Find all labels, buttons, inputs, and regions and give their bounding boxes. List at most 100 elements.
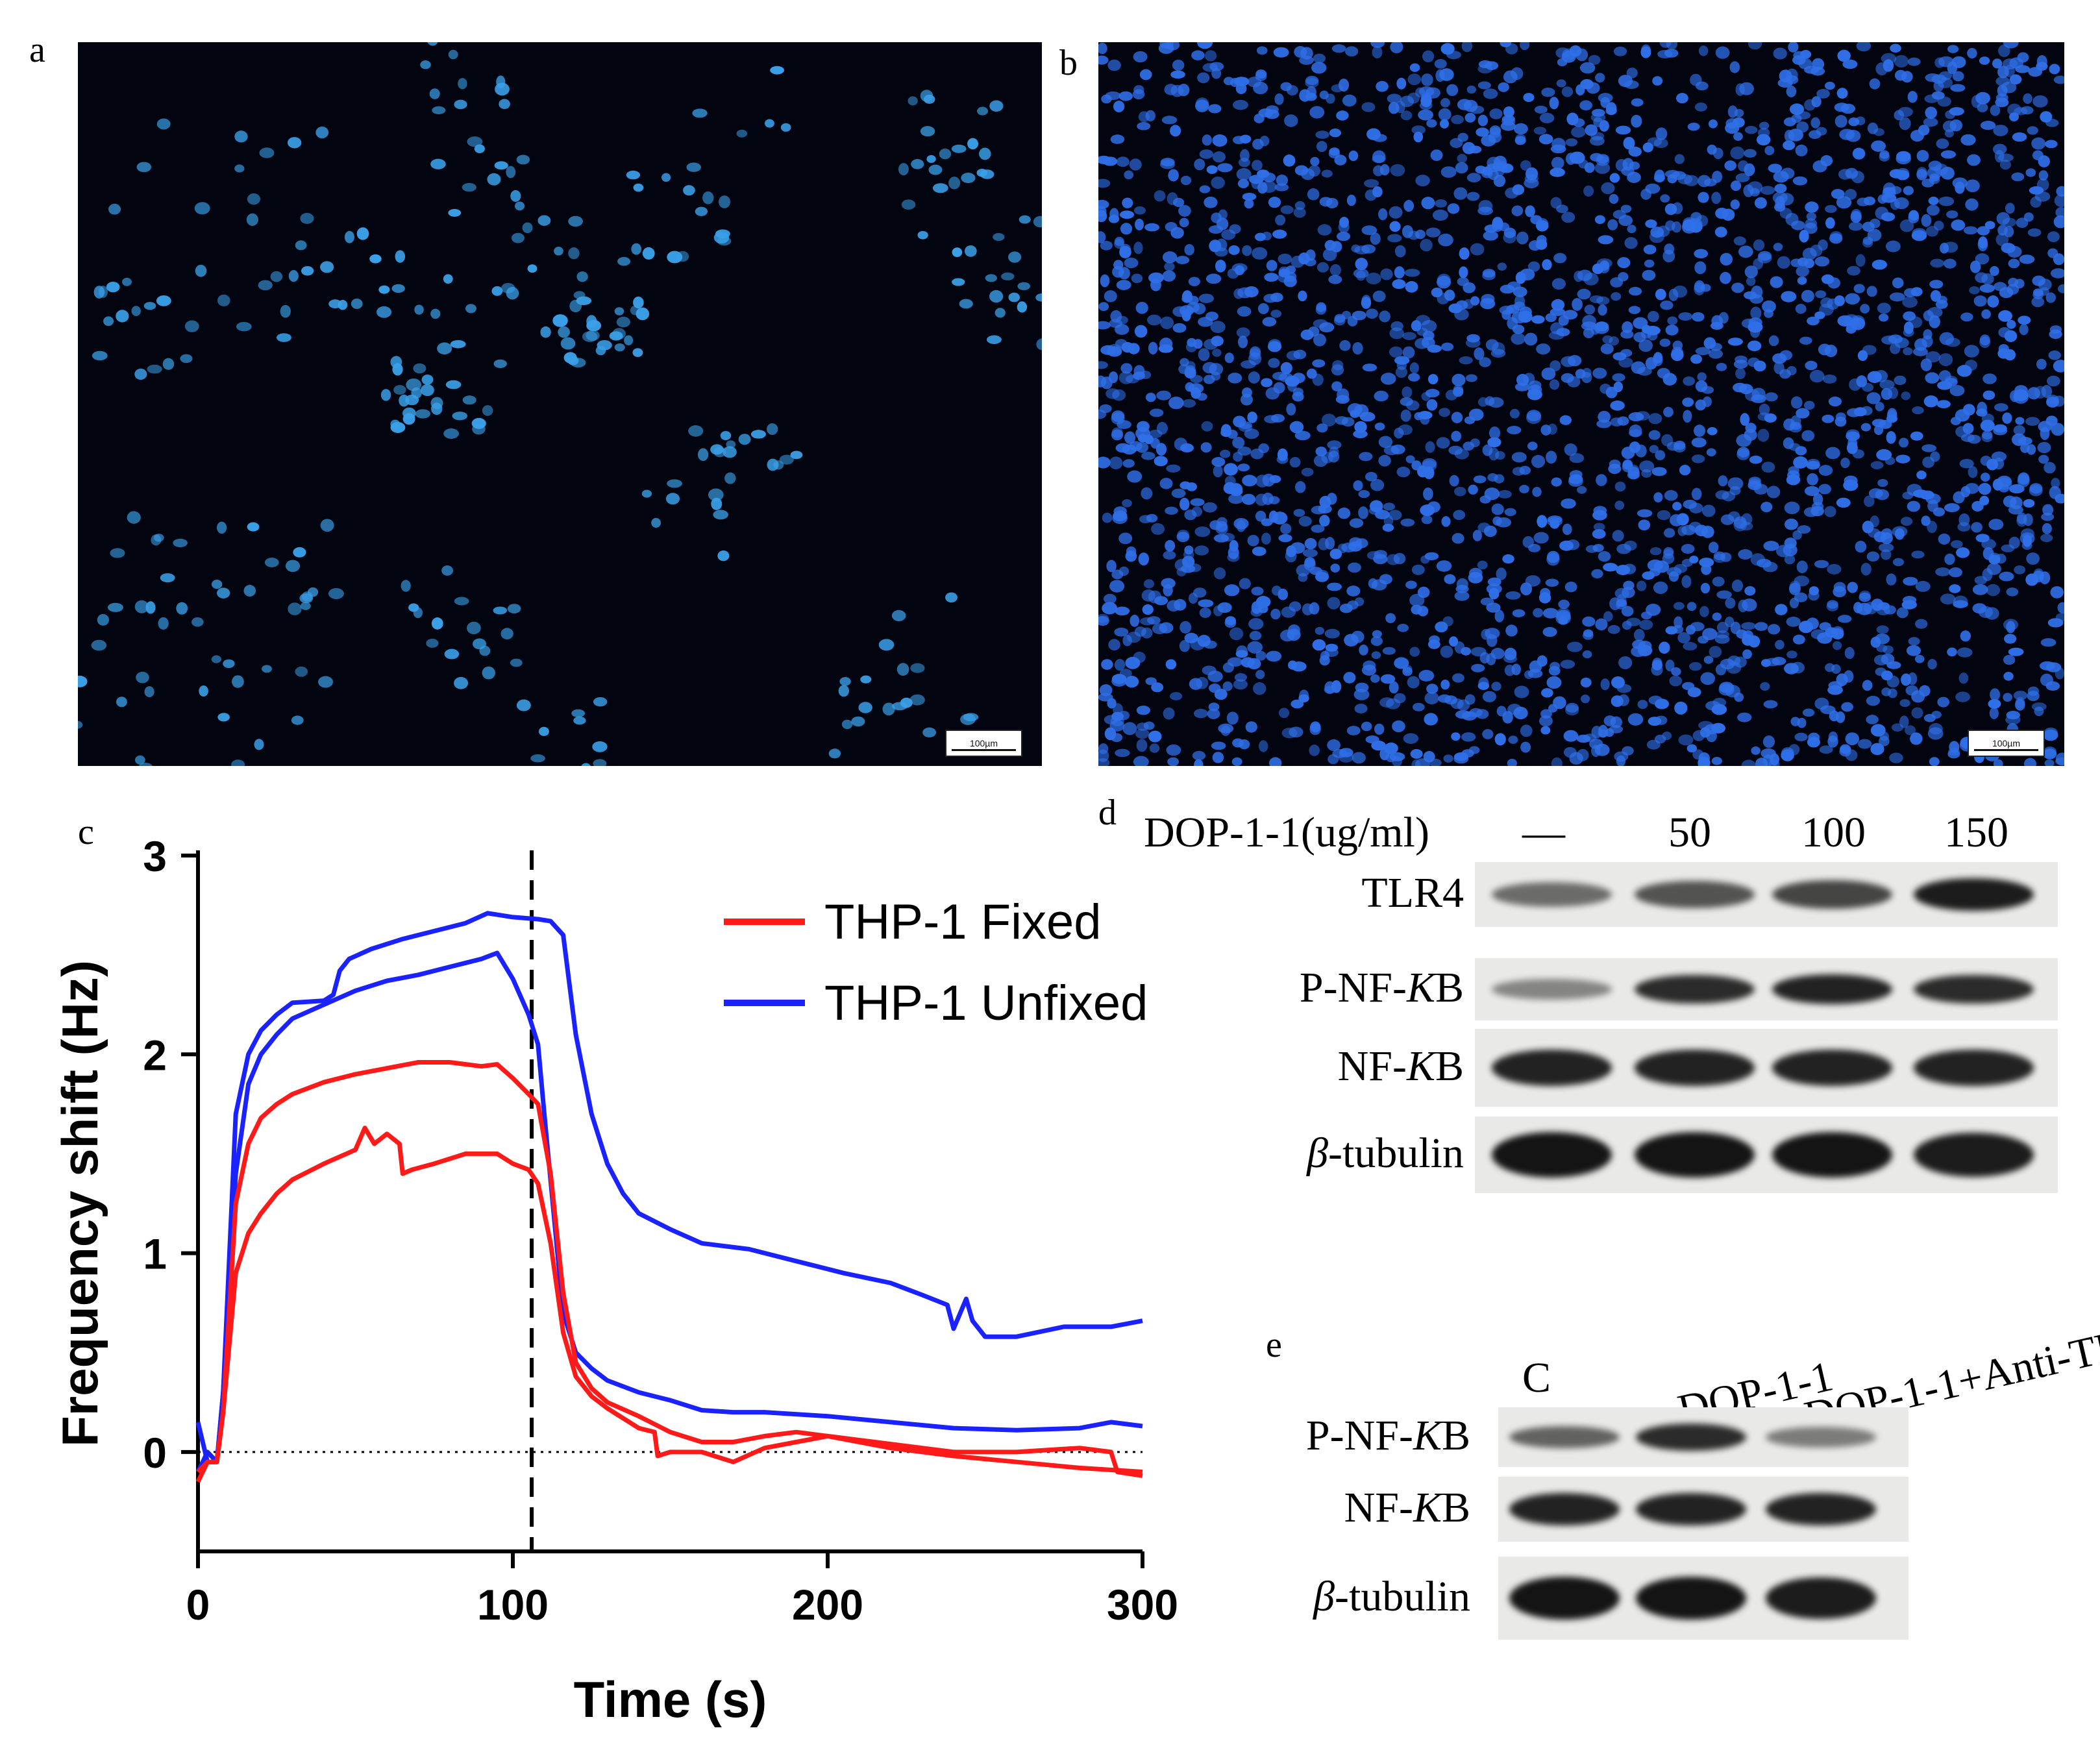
cell-nucleus [1912,406,1924,415]
cell-nucleus [1402,665,1413,674]
cell-nucleus [1503,227,1516,238]
cell-nucleus [1735,173,1750,182]
cell-nucleus [1390,42,1403,54]
cell-nucleus [1596,154,1609,164]
cell-nucleus [1610,277,1624,288]
cell-nucleus [1400,518,1415,527]
cell-nucleus [1796,560,1808,574]
cell-nucleus [1405,455,1415,463]
cell-nucleus [1490,349,1506,358]
cell-nucleus [1819,745,1833,754]
cell-nucleus [1122,459,1135,468]
cell-nucleus [247,522,260,532]
cell-nucleus [1269,757,1282,766]
cell-nucleus [1616,598,1627,607]
cell-nucleus [593,697,608,707]
cell-nucleus [1372,45,1383,58]
cell-nucleus [1549,97,1559,110]
cell-nucleus [232,675,244,688]
cell-nucleus [1938,353,1953,366]
cell-nucleus [1201,421,1213,432]
cell-nucleus [1439,408,1450,417]
cell-nucleus [1725,118,1739,129]
cell-nucleus [1944,378,1958,387]
cell-nucleus [1516,373,1529,386]
cell-nucleus [1309,745,1320,756]
cell-nucleus [1333,315,1346,326]
cell-nucleus [1742,634,1754,646]
cell-nucleus [1857,197,1870,206]
cell-nucleus [1988,699,2001,709]
cell-nucleus [1853,284,1865,293]
cell-nucleus [1921,444,1936,452]
cell-nucleus [1906,645,1921,656]
cell-nucleus [1653,560,1670,573]
cell-nucleus [1235,650,1248,658]
cell-nucleus [1437,292,1450,304]
cell-nucleus [1582,367,1592,378]
cell-nucleus [1779,69,1792,82]
cell-nucleus [1110,716,1124,726]
cell-nucleus [1889,292,1905,302]
cell-nucleus [1165,506,1178,515]
panel-d-letter: d [1098,793,1117,833]
protein-band [1491,1050,1612,1086]
cell-nucleus [1148,341,1158,355]
cell-nucleus [493,606,508,615]
cell-nucleus [1374,423,1385,431]
cell-nucleus [1395,366,1408,378]
cell-nucleus [1980,121,1996,130]
cell-nucleus [1141,589,1155,602]
cell-nucleus [901,199,916,210]
cell-nucleus [1296,564,1311,577]
protein-band [1772,1132,1892,1178]
cell-nucleus [1582,650,1592,659]
cell-nucleus [1331,241,1342,253]
cell-nucleus [1533,127,1546,135]
cell-nucleus [1252,247,1268,260]
cell-nucleus [1834,115,1847,128]
cell-nucleus [1936,400,1951,409]
fluorescence-image-a: 100µm [78,42,1042,766]
cell-nucleus [1551,299,1565,311]
cell-nucleus [1111,427,1123,438]
cell-nucleus [1899,219,1914,232]
cell-nucleus [1149,743,1160,753]
cell-nucleus [1470,296,1480,306]
cell-nucleus [1631,98,1644,107]
cell-nucleus [1256,46,1268,55]
cell-nucleus [773,460,784,470]
cell-nucleus [1725,597,1736,609]
cell-nucleus [1134,325,1148,338]
cell-nucleus [1346,194,1356,206]
cell-nucleus [1610,417,1624,426]
cell-nucleus [1733,132,1743,142]
cell-nucleus [1258,443,1270,454]
cell-nucleus [1558,616,1568,625]
cell-nucleus [1937,697,1950,708]
cell-nucleus [1454,591,1470,601]
cell-nucleus [1564,582,1577,593]
protein-band [1491,1132,1612,1178]
cell-nucleus [1272,229,1287,239]
cell-nucleus [2023,758,2036,766]
cell-nucleus [1361,225,1377,236]
cell-nucleus [1167,600,1181,612]
cell-nucleus [147,364,162,374]
cell-nucleus [217,713,230,722]
cell-nucleus [2044,759,2055,766]
cell-nucleus [390,419,401,428]
cell-nucleus [2002,217,2016,227]
cell-nucleus [1394,427,1404,439]
cell-nucleus [1358,506,1368,519]
cell-nucleus [236,321,252,332]
cell-nucleus [1255,510,1266,522]
cell-nucleus [1397,623,1409,632]
cell-nucleus [770,66,784,75]
cell-nucleus [1866,286,1877,297]
cell-nucleus [1242,475,1257,487]
cell-nucleus [2009,74,2022,85]
cell-nucleus [1138,552,1150,566]
cell-nucleus [1938,71,1953,80]
cell-nucleus [1541,87,1555,97]
